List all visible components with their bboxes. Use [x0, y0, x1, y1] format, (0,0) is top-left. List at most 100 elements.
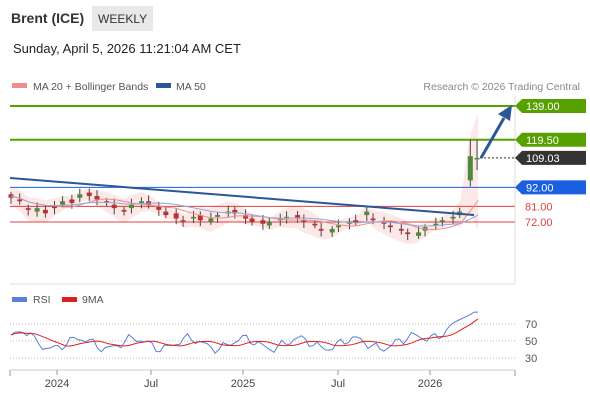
rsi-level-label-70: 70 [525, 319, 537, 331]
candle-body [197, 215, 203, 221]
candle-body [370, 218, 376, 221]
candle-body [156, 206, 162, 210]
ma20-line [10, 195, 479, 231]
level-label-0: 139.00 [515, 99, 586, 113]
level-text-0: 139.00 [526, 101, 560, 113]
candle-body [260, 220, 266, 224]
candle [353, 214, 359, 226]
x-tick-label-2: 2025 [231, 378, 255, 390]
candle-body [42, 209, 48, 214]
candle [364, 207, 370, 222]
candle [329, 226, 335, 237]
level-label-1: 119.50 [515, 132, 586, 147]
candle-body [208, 218, 214, 222]
candle [433, 217, 439, 231]
candle [284, 211, 290, 224]
price-level-labels: 139.00 119.50 109.03 92.00 81.00 72.00 [515, 99, 586, 229]
candle-body [329, 228, 335, 233]
legend-rsi-label: RSI [33, 294, 51, 306]
trendline-group [9, 105, 512, 216]
timeframe-badge-bg [92, 6, 153, 31]
legend-swatch-rsi [12, 297, 27, 302]
level-label-4: 81.00 [525, 201, 553, 213]
candle-body [284, 216, 290, 219]
projection-arrow-head [498, 105, 512, 121]
rsi-ma-line [10, 318, 479, 347]
candle-body [467, 156, 473, 181]
candle [138, 197, 144, 209]
candle-body [433, 223, 439, 226]
candle [405, 228, 411, 241]
candle-body [249, 218, 255, 222]
price-levels [10, 105, 515, 223]
level-label-5: 72.00 [525, 217, 553, 229]
candle-body [301, 220, 307, 222]
candle [42, 205, 48, 218]
candle [197, 211, 203, 227]
candle-body [94, 196, 100, 200]
candle [243, 209, 249, 225]
level-text-1: 119.50 [526, 135, 559, 147]
rsi-line [10, 311, 478, 354]
candle [86, 188, 92, 201]
candle [474, 139, 480, 171]
candle-body [405, 232, 411, 235]
x-tick-label-0: 2024 [45, 378, 69, 390]
candle-body [381, 222, 387, 224]
candle-body [353, 220, 359, 222]
legend-9ma-label: 9MA [82, 294, 104, 306]
candle-body [474, 157, 480, 160]
timestamp: Sunday, April 5, 2026 11:21:04 AM CET [13, 41, 241, 56]
rsi-level-label-30: 30 [525, 353, 537, 365]
candle [260, 214, 266, 230]
candle-body [111, 204, 117, 209]
level-tag-2 [515, 150, 586, 165]
candle-body [335, 225, 341, 228]
bollinger-fill [11, 112, 478, 245]
candle [208, 212, 214, 225]
level-text-4: 81.00 [525, 201, 553, 213]
x-tick-label-1: Jul [144, 378, 158, 390]
candle-body [243, 215, 249, 219]
candle [312, 220, 318, 229]
candle [51, 201, 57, 215]
candle-body [163, 211, 169, 216]
candle [381, 216, 387, 230]
level-tag-1 [515, 132, 586, 147]
candle [128, 198, 134, 214]
credit: Research © 2026 Trading Central [423, 81, 580, 93]
candle [467, 139, 473, 187]
candle-body [77, 194, 83, 198]
bollinger-band [11, 112, 478, 245]
x-tick-label-4: 2026 [418, 378, 442, 390]
candle-body [121, 209, 127, 212]
candle-body [416, 232, 422, 236]
candle [301, 214, 307, 228]
candle-body [312, 223, 318, 226]
candle-body [191, 216, 197, 219]
level-tag-0 [515, 99, 586, 113]
candle [17, 193, 23, 205]
ma50-line [10, 195, 479, 227]
candle [318, 222, 324, 237]
trendline [9, 177, 475, 216]
candle-body [266, 222, 272, 226]
candle-body [138, 201, 144, 203]
rsi-level-label-50: 50 [525, 336, 537, 348]
candle [398, 223, 404, 235]
candle-body [17, 199, 23, 202]
candle [111, 198, 117, 215]
candle-body [387, 225, 393, 228]
x-axis: 2024 Jul 2025 Jul 2026 [9, 370, 516, 390]
level-label-2: 109.03 [515, 150, 586, 165]
candle-body [60, 201, 66, 205]
candle-body [86, 192, 92, 197]
timeframe-badge[interactable]: WEEKLY [98, 12, 147, 26]
candle [266, 217, 272, 229]
candle [156, 201, 162, 216]
candle [180, 215, 186, 227]
candle-body [34, 208, 40, 212]
candle-body [232, 209, 238, 214]
projection-arrow-shaft [479, 117, 506, 159]
